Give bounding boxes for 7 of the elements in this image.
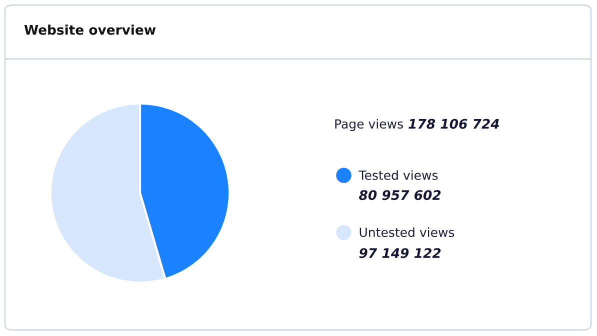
text: Page views xyxy=(335,118,403,132)
legend-label: Tested views xyxy=(358,170,438,180)
chart-title: Website overview xyxy=(24,24,156,35)
data-label: 80 957 602 xyxy=(359,190,441,200)
data-label: 97 149 122 xyxy=(359,248,441,258)
text: 178 106 724 xyxy=(408,118,500,129)
legend-label: Untested views xyxy=(360,227,454,238)
